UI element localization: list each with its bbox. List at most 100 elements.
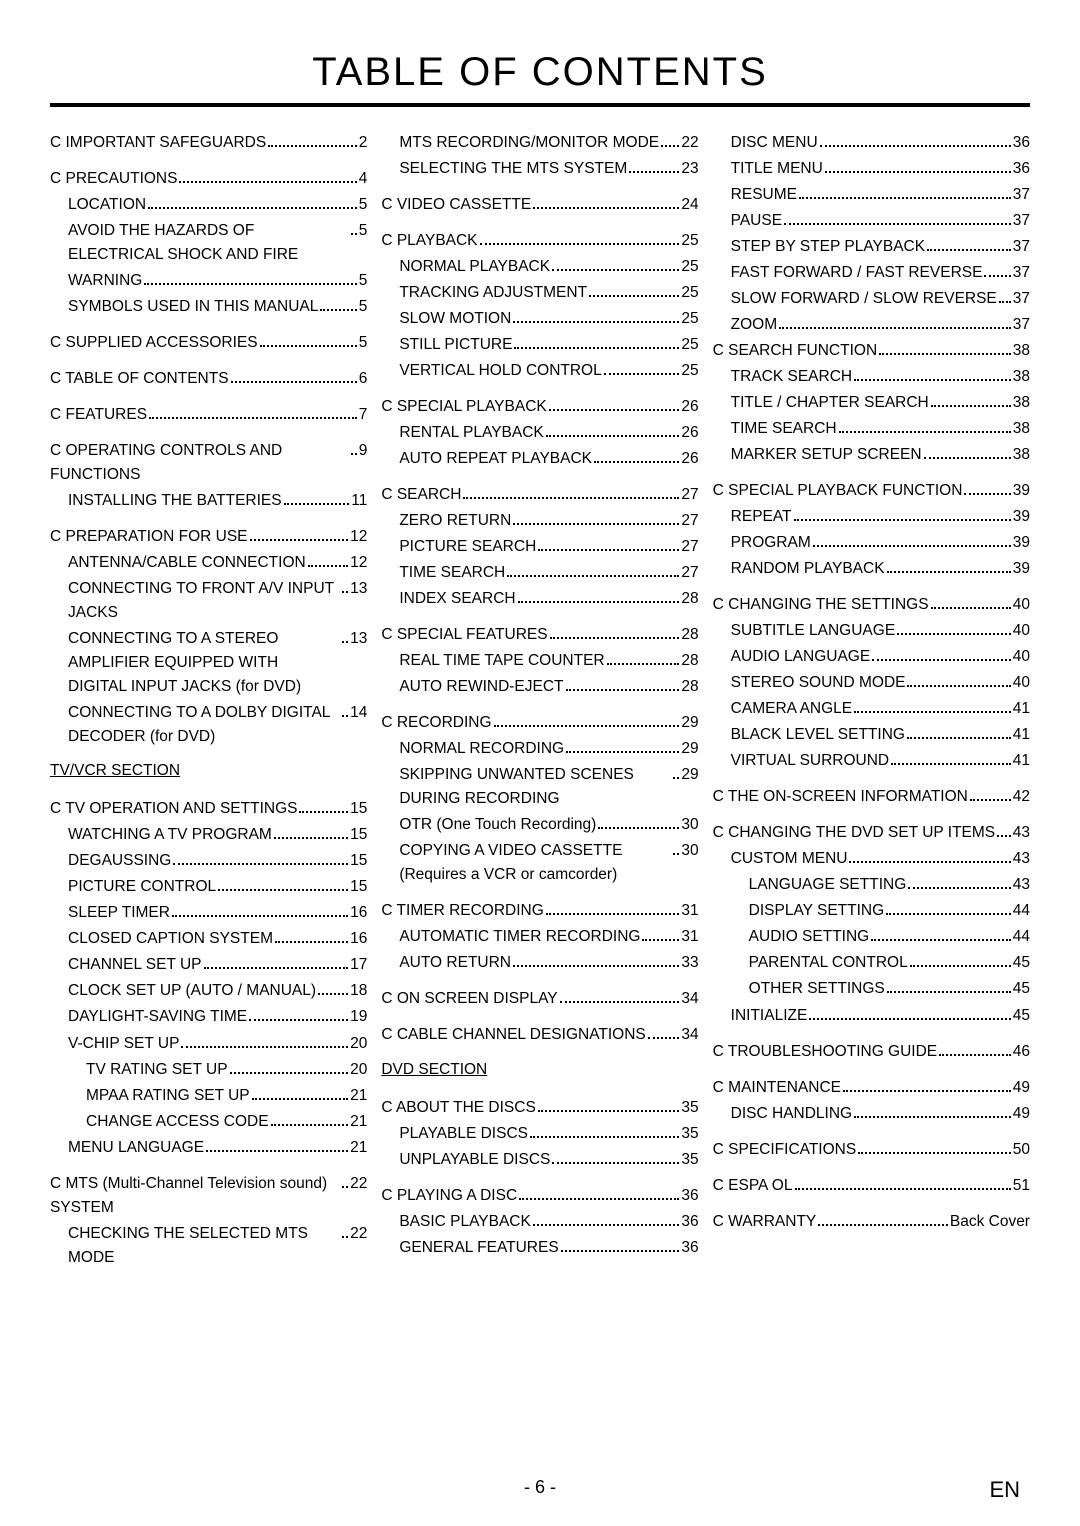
toc-label: C SEARCH bbox=[381, 483, 461, 507]
toc-label: REAL TIME TAPE COUNTER bbox=[399, 649, 604, 673]
toc-page: 36 bbox=[1013, 131, 1030, 155]
toc-page: 28 bbox=[681, 587, 698, 611]
toc-page: Back Cover bbox=[950, 1210, 1030, 1234]
toc-page: 20 bbox=[350, 1032, 367, 1056]
toc-leader bbox=[907, 685, 1010, 687]
toc-label: C TV OPERATION AND SETTINGS bbox=[50, 797, 297, 821]
toc-label: TRACK SEARCH bbox=[731, 365, 852, 389]
toc-entry: TRACKING ADJUSTMENT25 bbox=[399, 281, 698, 305]
toc-label: C ESPA OL bbox=[713, 1174, 793, 1198]
toc-entry: INDEX SEARCH28 bbox=[399, 587, 698, 611]
toc-leader bbox=[181, 1046, 348, 1048]
toc-label: C MTS (Multi-Channel Television sound) S… bbox=[50, 1172, 340, 1220]
toc-page: 26 bbox=[681, 421, 698, 445]
toc-leader bbox=[924, 457, 1011, 459]
toc-page: 26 bbox=[681, 395, 698, 419]
toc-leader bbox=[872, 659, 1011, 661]
toc-label: MPAA RATING SET UP bbox=[86, 1084, 250, 1108]
toc-page: 12 bbox=[350, 525, 367, 549]
toc-page: 49 bbox=[1013, 1102, 1030, 1126]
toc-entry: C RECORDING29 bbox=[381, 711, 698, 735]
toc-leader bbox=[939, 1054, 1011, 1056]
toc-label: C PLAYING A DISC bbox=[381, 1184, 517, 1208]
toc-label: C ABOUT THE DISCS bbox=[381, 1096, 535, 1120]
toc-page: 31 bbox=[681, 899, 698, 923]
toc-page: 37 bbox=[1013, 313, 1030, 337]
toc-entry: C ABOUT THE DISCS35 bbox=[381, 1096, 698, 1120]
toc-entry: REAL TIME TAPE COUNTER 28 bbox=[399, 649, 698, 673]
toc-label: COPYING A VIDEO CASSETTE (Requires a VCR… bbox=[399, 839, 671, 887]
toc-leader bbox=[970, 799, 1011, 801]
toc-entry: CONNECTING TO FRONT A/V INPUT JACKS13 bbox=[68, 577, 367, 625]
toc-entry: MPAA RATING SET UP21 bbox=[86, 1084, 367, 1108]
toc-label: WATCHING A TV PROGRAM bbox=[68, 823, 272, 847]
toc-label: OTHER SETTINGS bbox=[749, 977, 885, 1001]
toc-label: DISC HANDLING bbox=[731, 1102, 852, 1126]
toc-label: C SUPPLIED ACCESSORIES bbox=[50, 331, 258, 355]
toc-entry: AUTOMATIC TIMER RECORDING31 bbox=[399, 925, 698, 949]
toc-entry: C FEATURES7 bbox=[50, 403, 367, 427]
toc-leader bbox=[260, 345, 357, 347]
toc-leader bbox=[546, 913, 680, 915]
toc-page: 22 bbox=[350, 1222, 367, 1246]
toc-page: 27 bbox=[681, 509, 698, 533]
toc-page: 26 bbox=[681, 447, 698, 471]
toc-entry: RENTAL PLAYBACK26 bbox=[399, 421, 698, 445]
toc-page: 36 bbox=[681, 1236, 698, 1260]
toc-page: 9 bbox=[359, 439, 368, 463]
toc-page: 45 bbox=[1013, 977, 1030, 1001]
toc-page: 22 bbox=[350, 1172, 367, 1196]
toc-page: 25 bbox=[681, 307, 698, 331]
toc-label: C CABLE CHANNEL DESIGNATIONS bbox=[381, 1023, 645, 1047]
toc-page: 41 bbox=[1013, 749, 1030, 773]
toc-entry: C OPERATING CONTROLS AND FUNCTIONS9 bbox=[50, 439, 367, 487]
toc-entry: STILL PICTURE25 bbox=[399, 333, 698, 357]
toc-page: 25 bbox=[681, 359, 698, 383]
toc-leader bbox=[566, 751, 679, 753]
toc-page: 20 bbox=[350, 1058, 367, 1082]
toc-leader bbox=[252, 1098, 348, 1100]
toc-page: 7 bbox=[359, 403, 368, 427]
toc-label: CAMERA ANGLE bbox=[731, 697, 852, 721]
toc-entry: SKIPPING UNWANTED SCENES DURING RECORDIN… bbox=[399, 763, 698, 811]
toc-page: 29 bbox=[681, 711, 698, 735]
toc-label: PROGRAM bbox=[731, 531, 811, 555]
toc-leader bbox=[538, 549, 679, 551]
toc-leader bbox=[910, 965, 1011, 967]
toc-leader bbox=[149, 417, 357, 419]
toc-leader bbox=[879, 353, 1011, 355]
toc-entry: SLOW FORWARD / SLOW REVERSE37 bbox=[731, 287, 1030, 311]
toc-page: 27 bbox=[681, 535, 698, 559]
toc-leader bbox=[494, 725, 680, 727]
toc-label: AUTO REWIND-EJECT bbox=[399, 675, 563, 699]
toc-entry: SLOW MOTION25 bbox=[399, 307, 698, 331]
toc-label: CONNECTING TO A STEREO AMPLIFIER EQUIPPE… bbox=[68, 627, 340, 699]
toc-page: 36 bbox=[681, 1210, 698, 1234]
toc-entry: C ESPA OL51 bbox=[713, 1174, 1030, 1198]
toc-label: DAYLIGHT-SAVING TIME bbox=[68, 1005, 247, 1029]
toc-leader bbox=[589, 295, 679, 297]
toc-page: 34 bbox=[681, 987, 698, 1011]
toc-leader bbox=[818, 1224, 948, 1226]
toc-page: 22 bbox=[681, 131, 698, 155]
toc-label: LOCATION bbox=[68, 193, 146, 217]
toc-page: 28 bbox=[681, 649, 698, 673]
toc-leader bbox=[275, 941, 348, 943]
toc-entry: NORMAL RECORDING29 bbox=[399, 737, 698, 761]
toc-entry: COPYING A VIDEO CASSETTE (Requires a VCR… bbox=[399, 839, 698, 887]
toc-label: MENU LANGUAGE bbox=[68, 1136, 204, 1160]
toc-leader bbox=[642, 939, 679, 941]
toc-leader bbox=[799, 197, 1011, 199]
toc-page: 23 bbox=[681, 157, 698, 181]
toc-leader bbox=[813, 545, 1011, 547]
toc-entry: INSTALLING THE BATTERIES11 bbox=[68, 489, 367, 513]
toc-entry: PROGRAM39 bbox=[731, 531, 1030, 555]
toc-page: 38 bbox=[1013, 339, 1030, 363]
toc-entry: C PRECAUTIONS4 bbox=[50, 167, 367, 191]
toc-entry: TV RATING SET UP20 bbox=[86, 1058, 367, 1082]
toc-label: MARKER SETUP SCREEN bbox=[731, 443, 922, 467]
toc-entry: MARKER SETUP SCREEN38 bbox=[731, 443, 1030, 467]
toc-leader bbox=[594, 461, 679, 463]
toc-entry: VIRTUAL SURROUND41 bbox=[731, 749, 1030, 773]
toc-leader bbox=[351, 233, 357, 235]
